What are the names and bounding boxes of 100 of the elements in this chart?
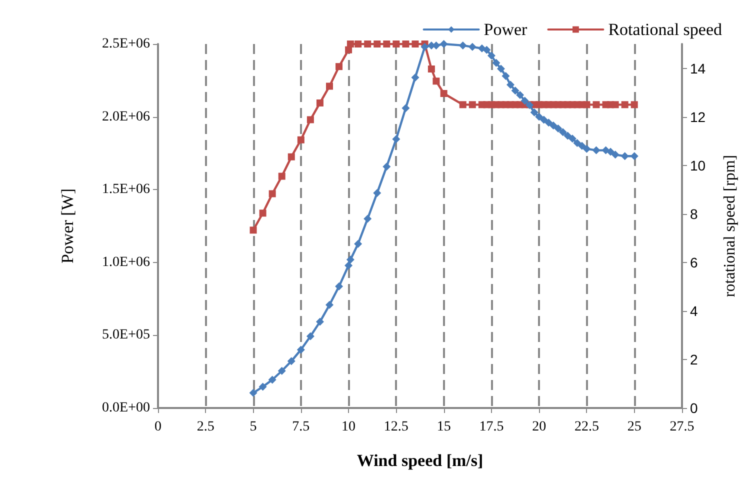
- y2-tick-label: 0: [690, 400, 698, 416]
- point: [554, 124, 562, 132]
- x-tick-label: 10: [342, 420, 356, 434]
- x-tick-label: 2.5: [196, 420, 214, 434]
- point: [364, 214, 372, 223]
- x-tick-label: 7.5: [292, 420, 310, 434]
- y-axis-title: Power [W]: [58, 188, 77, 264]
- point: [612, 101, 619, 108]
- point: [306, 332, 314, 340]
- point: [630, 152, 638, 160]
- point: [506, 80, 515, 89]
- x-axis-title: Wind speed [m/s]: [356, 451, 484, 470]
- x-tick-label: 17.5: [479, 420, 504, 434]
- y2-tick-label: 12: [690, 108, 706, 125]
- point: [402, 104, 410, 112]
- point: [402, 40, 410, 48]
- point: [496, 64, 505, 73]
- point: [306, 116, 314, 124]
- y2-tick-label: 6: [690, 254, 698, 270]
- legend-label: Rotational speed: [608, 20, 722, 39]
- point: [592, 146, 600, 154]
- point: [468, 42, 476, 51]
- point: [428, 65, 435, 72]
- point: [511, 86, 520, 95]
- point: [278, 172, 286, 180]
- point: [458, 41, 467, 50]
- point: [346, 256, 354, 264]
- point: [564, 132, 572, 140]
- y-tick-label: 1.5E+06: [102, 182, 150, 198]
- x-tick-label: 12.5: [384, 420, 408, 434]
- point: [326, 82, 333, 90]
- point: [287, 357, 296, 366]
- legend-label: Power: [484, 20, 528, 39]
- point: [520, 96, 529, 105]
- point: [412, 40, 419, 48]
- y2-tick-label: 10: [690, 157, 706, 174]
- y-tick-label: 2.5E+06: [102, 36, 150, 52]
- point: [296, 346, 305, 354]
- point: [592, 101, 600, 108]
- x-tick-label: 25: [627, 420, 642, 434]
- point: [544, 118, 553, 127]
- point: [316, 99, 324, 106]
- point: [582, 144, 591, 153]
- point: [382, 162, 391, 171]
- y2-tick-label: 8: [690, 206, 698, 222]
- x-tick-label: 22.5: [574, 420, 599, 434]
- point: [459, 101, 466, 108]
- point: [278, 366, 286, 375]
- point: [621, 101, 628, 108]
- point: [530, 108, 538, 116]
- point: [558, 128, 567, 136]
- point: [611, 150, 620, 159]
- y-tick-label: 0.0E+00: [102, 400, 150, 416]
- point: [364, 40, 372, 48]
- y-tick-label: 5.0E+05: [102, 328, 150, 343]
- point: [249, 388, 258, 397]
- point: [258, 382, 267, 391]
- point: [268, 376, 276, 384]
- x-tick-label: 20: [532, 420, 546, 434]
- point: [620, 152, 629, 160]
- y2-tick-label: 4: [690, 302, 698, 319]
- point: [516, 90, 524, 99]
- y-tick-label: 2.0E+06: [102, 109, 150, 124]
- point: [502, 72, 510, 80]
- point: [432, 78, 440, 85]
- point: [440, 90, 448, 98]
- x-tick-label: 5: [250, 420, 257, 434]
- point: [373, 188, 382, 197]
- point: [583, 101, 590, 108]
- point: [468, 101, 476, 108]
- point: [606, 148, 615, 156]
- point: [420, 42, 429, 51]
- point: [268, 190, 276, 198]
- point: [630, 101, 638, 108]
- point: [346, 40, 354, 48]
- point: [573, 139, 582, 148]
- point: [492, 58, 500, 67]
- point: [487, 52, 496, 60]
- y-tick-label: 1.0E+06: [102, 254, 150, 270]
- point: [374, 40, 381, 48]
- point: [354, 40, 362, 48]
- point: [540, 116, 548, 124]
- x-tick-label: 27.5: [670, 420, 694, 434]
- y2-axis-title: rotational speed [rpm]: [722, 154, 738, 298]
- point: [383, 40, 390, 48]
- point: [392, 40, 400, 48]
- point: [250, 226, 257, 234]
- point: [336, 63, 343, 70]
- point: [482, 46, 491, 54]
- x-tick-label: 0: [154, 420, 162, 434]
- point: [578, 142, 586, 150]
- y2-tick-label: 2: [690, 351, 698, 368]
- point: [297, 136, 304, 144]
- point: [568, 134, 576, 143]
- point: [411, 73, 420, 82]
- point: [440, 40, 448, 48]
- point: [288, 153, 295, 160]
- y2-tick-label: 14: [690, 60, 706, 76]
- point: [335, 282, 344, 290]
- x-tick-label: 15: [436, 420, 451, 434]
